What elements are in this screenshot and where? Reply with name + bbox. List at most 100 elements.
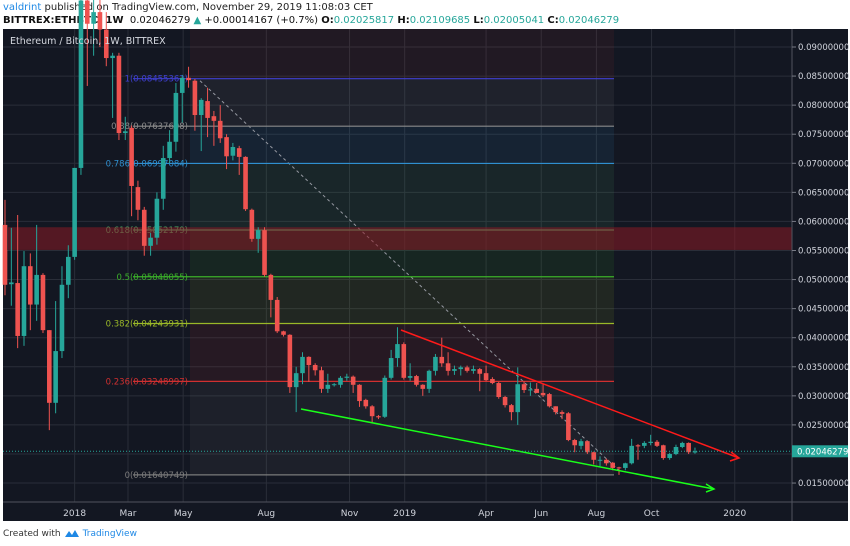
candle [401, 342, 407, 380]
candle-body [236, 148, 242, 157]
fib-band [190, 126, 614, 164]
candle [103, 12, 109, 67]
candle [559, 410, 565, 420]
candle [167, 130, 172, 164]
candle [585, 440, 590, 454]
candle [306, 356, 312, 382]
triangle-up-icon: ▲ [193, 15, 202, 26]
candle [420, 384, 426, 396]
candle-body [464, 367, 470, 371]
candle [471, 365, 476, 374]
candle [129, 125, 134, 217]
candle [509, 403, 514, 421]
footer: Created with TradingView [3, 528, 137, 539]
candle [540, 383, 546, 398]
symbol-name: BITTREX:ETHBTC, 1W [3, 15, 124, 26]
author-link[interactable]: valdrint [3, 2, 42, 13]
candle [281, 330, 286, 337]
candle-body [47, 330, 52, 403]
candle [464, 365, 470, 373]
resistance-trendline[interactable] [400, 329, 740, 459]
support-trendline[interactable] [300, 408, 715, 490]
candle-body [414, 376, 419, 385]
candle [673, 444, 679, 456]
tradingview-link[interactable]: TradingView [82, 528, 137, 539]
candle-body [540, 392, 546, 396]
candle [262, 227, 267, 277]
chart-legend: Ethereum / Bitcoin, 1W, BITTREX [10, 36, 166, 47]
candle-body [477, 369, 483, 374]
candle [72, 167, 77, 260]
candle [667, 452, 672, 460]
candle-body [198, 99, 204, 116]
candle [116, 52, 122, 141]
candle [53, 301, 58, 414]
candle-body [654, 441, 660, 446]
candle-body [249, 209, 255, 239]
candle-body [490, 378, 495, 384]
price-tick-label: 0.02500000 [798, 421, 849, 431]
candle [578, 438, 584, 450]
candle-body [648, 441, 653, 443]
candle-body [572, 440, 577, 446]
candle [9, 227, 14, 306]
candle-body [344, 376, 350, 378]
candle [135, 180, 141, 221]
price-tick-label: 0.06000000 [798, 217, 849, 227]
candle [97, 0, 103, 47]
time-tick-label: Nov [341, 509, 359, 519]
candle [34, 224, 39, 321]
price-axis[interactable]: 0.09000000 0.08500000 0.08000000 0.07500000… [792, 43, 849, 489]
candle [287, 334, 293, 393]
candle-body [433, 356, 438, 371]
candle [331, 383, 337, 387]
price-tick-label: 0.03500000 [798, 363, 849, 373]
time-tick-label: Jun [533, 509, 548, 519]
candle [388, 349, 394, 380]
candle-body [338, 377, 343, 385]
candle-body [591, 452, 596, 460]
candle-body [369, 406, 375, 417]
candle [319, 366, 324, 393]
fib-band [190, 276, 614, 324]
candle [629, 438, 634, 465]
candle [382, 375, 388, 418]
candle-body [287, 334, 293, 388]
candle [528, 382, 533, 396]
candle [547, 392, 552, 408]
fib-level-label: 0.88(0.07637608) [111, 122, 188, 132]
candle-body [179, 77, 185, 93]
time-tick-label: Oct [644, 509, 660, 519]
candle [680, 441, 685, 449]
candle-body [28, 266, 33, 305]
candle-body [331, 384, 337, 386]
candle-body [426, 370, 432, 389]
candle-body [129, 127, 134, 186]
candle [59, 266, 65, 359]
candle-body [559, 412, 565, 414]
current-price-box [792, 445, 848, 458]
candle-body [616, 467, 622, 469]
trendlines[interactable] [300, 329, 741, 493]
candle [300, 352, 305, 385]
arrow-right-icon [729, 451, 741, 462]
candle [21, 251, 27, 346]
candle [66, 245, 71, 299]
candle-body [116, 55, 122, 134]
candle-body [122, 131, 128, 134]
time-axis[interactable]: 2018 Mar May Aug Nov 2019 Apr Jun Aug Oct 2020 [63, 509, 746, 519]
candle-body [667, 453, 672, 459]
candle-body [534, 388, 540, 393]
candle-body [103, 29, 109, 59]
candle-body [319, 370, 324, 389]
candle [78, 0, 84, 175]
candle-body [312, 365, 318, 371]
candle [395, 327, 400, 367]
candle-body [2, 224, 8, 285]
price-tick-label: 0.01500000 [798, 479, 849, 489]
candle [692, 447, 698, 454]
candle-body [376, 416, 381, 418]
price-tick-label: 0.06500000 [798, 188, 849, 198]
candle-body [483, 373, 489, 381]
